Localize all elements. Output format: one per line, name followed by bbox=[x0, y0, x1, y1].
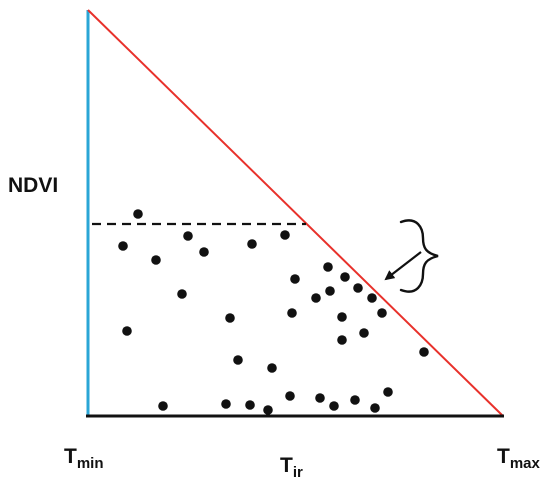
scatter-point bbox=[315, 393, 325, 403]
scatter-point bbox=[383, 387, 393, 397]
scatter-point bbox=[158, 401, 168, 411]
scatter-point bbox=[118, 241, 128, 251]
t-min-label: Tmin bbox=[64, 445, 104, 472]
scatter-point bbox=[353, 283, 363, 293]
scatter-point bbox=[267, 363, 277, 373]
scatter-point bbox=[122, 326, 132, 336]
scatter-point bbox=[133, 209, 143, 219]
scatter-point bbox=[177, 289, 187, 299]
ndvi-label: NDVI bbox=[8, 174, 58, 197]
scatter-point bbox=[337, 312, 347, 322]
scatter-point bbox=[323, 262, 333, 272]
scatter-point bbox=[225, 313, 235, 323]
scatter-point bbox=[419, 347, 429, 357]
scatter-point bbox=[377, 308, 387, 318]
scatter-point bbox=[199, 247, 209, 257]
scatter-point bbox=[359, 328, 369, 338]
scatter-point bbox=[340, 272, 350, 282]
t-ir-label: Tir bbox=[280, 454, 303, 481]
dry-edge-line bbox=[87, 9, 504, 417]
scatter-points bbox=[118, 209, 429, 415]
scatter-point bbox=[367, 293, 377, 303]
scatter-point bbox=[183, 231, 193, 241]
scatter-point bbox=[221, 399, 231, 409]
scatter-point bbox=[285, 391, 295, 401]
scatter-point bbox=[151, 255, 161, 265]
scatter-point bbox=[280, 230, 290, 240]
scatter-point bbox=[325, 286, 335, 296]
scatter-point bbox=[350, 395, 360, 405]
scatter-point bbox=[337, 335, 347, 345]
scatter-point bbox=[233, 355, 243, 365]
scatter-point bbox=[247, 239, 257, 249]
arrow-icon bbox=[384, 251, 422, 281]
scatter-point bbox=[290, 274, 300, 284]
scatter-point bbox=[370, 403, 380, 413]
scatter-point bbox=[245, 400, 255, 410]
scatter-point bbox=[311, 293, 321, 303]
scatter-point bbox=[287, 308, 297, 318]
scatter-point bbox=[329, 401, 339, 411]
scatter-point bbox=[263, 405, 273, 415]
t-max-label: Tmax bbox=[497, 445, 541, 472]
curly-brace-icon bbox=[399, 219, 439, 293]
